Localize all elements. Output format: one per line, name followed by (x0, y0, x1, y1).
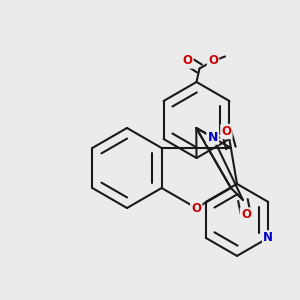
Text: O: O (221, 125, 231, 138)
Text: N: N (208, 130, 218, 143)
Text: O: O (182, 55, 193, 68)
Text: O: O (241, 208, 251, 221)
Text: O: O (208, 55, 218, 68)
Text: N: N (263, 231, 273, 244)
Text: O: O (191, 202, 201, 214)
